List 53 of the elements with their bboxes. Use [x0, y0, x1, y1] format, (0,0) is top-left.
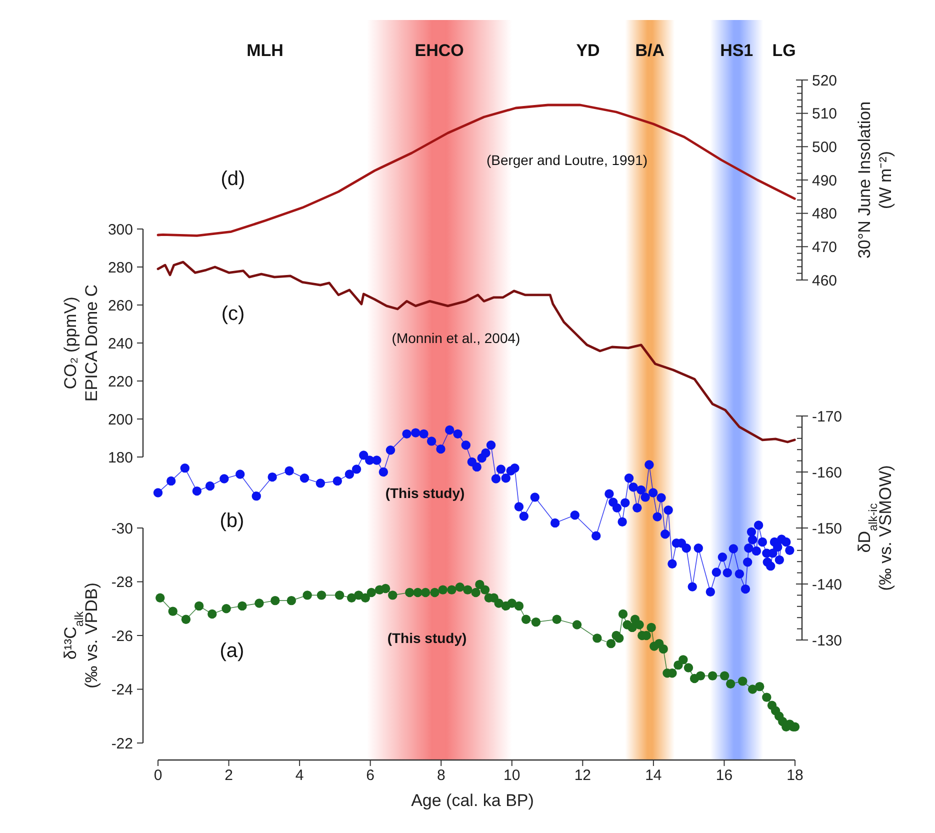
text: LG — [772, 40, 796, 60]
y-tick-label: 300 — [108, 221, 133, 238]
x-tick-label: 12 — [574, 767, 592, 784]
x-tick-label: 0 — [154, 767, 162, 784]
y-tick-label: 510 — [812, 106, 838, 123]
band-label: EHCO — [414, 40, 464, 60]
y-tick-label: 200 — [108, 411, 133, 428]
y-tick-label: 180 — [108, 449, 133, 466]
y-tick-label: -26 — [111, 628, 133, 645]
y-tick-label: 260 — [108, 297, 133, 314]
line-series — [156, 104, 796, 237]
y-tick-label: -170 — [812, 408, 842, 426]
annotation: (b) — [220, 510, 244, 532]
y-tick-label: 220 — [108, 373, 133, 390]
annotation: (a) — [220, 640, 244, 662]
y-tick-label: 460 — [812, 272, 838, 290]
x-tick-label: 2 — [224, 767, 233, 784]
y-tick-label: 280 — [108, 259, 133, 276]
annotation: (Berger and Loutre, 1991) — [486, 152, 648, 168]
y-tick-label: -140 — [812, 576, 842, 594]
y-axis-title: CO₂ (ppmV) EPICA Dome C — [60, 284, 101, 402]
y-tick-label: -22 — [111, 735, 133, 752]
annotation: (Monnin et al., 2004) — [392, 330, 520, 346]
y-tick-label: 470 — [812, 238, 838, 256]
y-tick-label: -130 — [812, 632, 842, 650]
line-series — [156, 260, 796, 444]
x-tick-label: 14 — [645, 767, 662, 784]
y-tick-label: 240 — [108, 335, 133, 352]
y-tick-label: -30 — [111, 520, 133, 538]
annotation: (This study) — [387, 630, 467, 646]
x-tick-label: 10 — [504, 767, 520, 784]
y-tick-label: -28 — [111, 574, 133, 591]
annotation: (d) — [220, 168, 246, 190]
x-tick-label: 6 — [366, 767, 375, 784]
band-label: B/A — [635, 40, 665, 60]
text: YD — [576, 40, 600, 60]
x-tick-label: 18 — [786, 767, 804, 784]
y-tick-label: 520 — [812, 72, 838, 90]
text: MLH — [246, 40, 284, 60]
annotation: (c) — [221, 303, 245, 325]
y-tick-label: -160 — [812, 464, 842, 482]
y-tick-label: 500 — [812, 138, 838, 156]
y-tick-label: -24 — [111, 682, 133, 698]
y-tick-label: 480 — [812, 206, 838, 223]
y-tick-label: -150 — [812, 520, 842, 538]
x-tick-label: 4 — [295, 767, 304, 784]
annotation: (This study) — [385, 484, 465, 501]
band-label: HS1 — [720, 40, 754, 60]
x-tick-label: 8 — [436, 767, 446, 784]
y-axis-title: 30°N June Insolation (W m⁻²) — [854, 101, 895, 259]
y-tick-label: 490 — [812, 172, 838, 190]
x-tick-label: 16 — [716, 767, 733, 784]
x-axis-title: Age (cal. ka BP) — [411, 791, 534, 810]
